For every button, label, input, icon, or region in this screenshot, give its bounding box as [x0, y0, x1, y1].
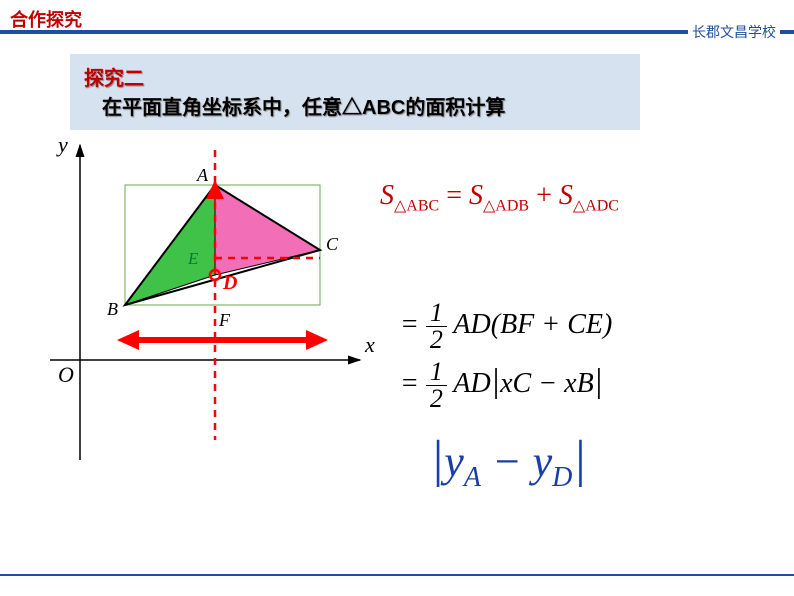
title-box: 探究二 在平面直角坐标系中，任意△ABC的面积计算: [70, 54, 640, 130]
svg-text:A: A: [196, 165, 209, 185]
title-line1: 探究二: [84, 62, 626, 91]
svg-text:D: D: [222, 272, 237, 294]
school-name: 长郡文昌学校: [688, 22, 780, 42]
formula-half-bf-ce: = 12 AD(BF + CE): [400, 300, 612, 353]
svg-text:x: x: [364, 332, 375, 357]
svg-text:E: E: [187, 249, 199, 268]
top-rule: [0, 30, 794, 34]
corner-label: 合作探究: [10, 6, 82, 32]
svg-text:y: y: [56, 132, 68, 157]
formula-derivation: = 12 AD(BF + CE) = 12 AD|xC − xB|: [400, 300, 612, 418]
coordinate-diagram: x y O A B C D E F: [30, 130, 390, 480]
title-line2: 在平面直角坐标系中，任意△ABC的面积计算: [84, 91, 626, 120]
bottom-rule: [0, 574, 794, 576]
formula-s-abc: S△ABC = S△ADB + S△ADC: [380, 180, 780, 216]
svg-text:F: F: [218, 310, 231, 330]
formula-main-area: S△ABC = S△ADB + S△ADC: [380, 180, 780, 234]
formula-half-xc-xb: = 12 AD|xC − xB|: [400, 359, 612, 412]
formula-abs-ya-yd: |yA − yD|: [430, 430, 587, 494]
svg-text:O: O: [58, 362, 74, 387]
svg-text:B: B: [107, 299, 118, 319]
svg-text:C: C: [326, 234, 339, 254]
